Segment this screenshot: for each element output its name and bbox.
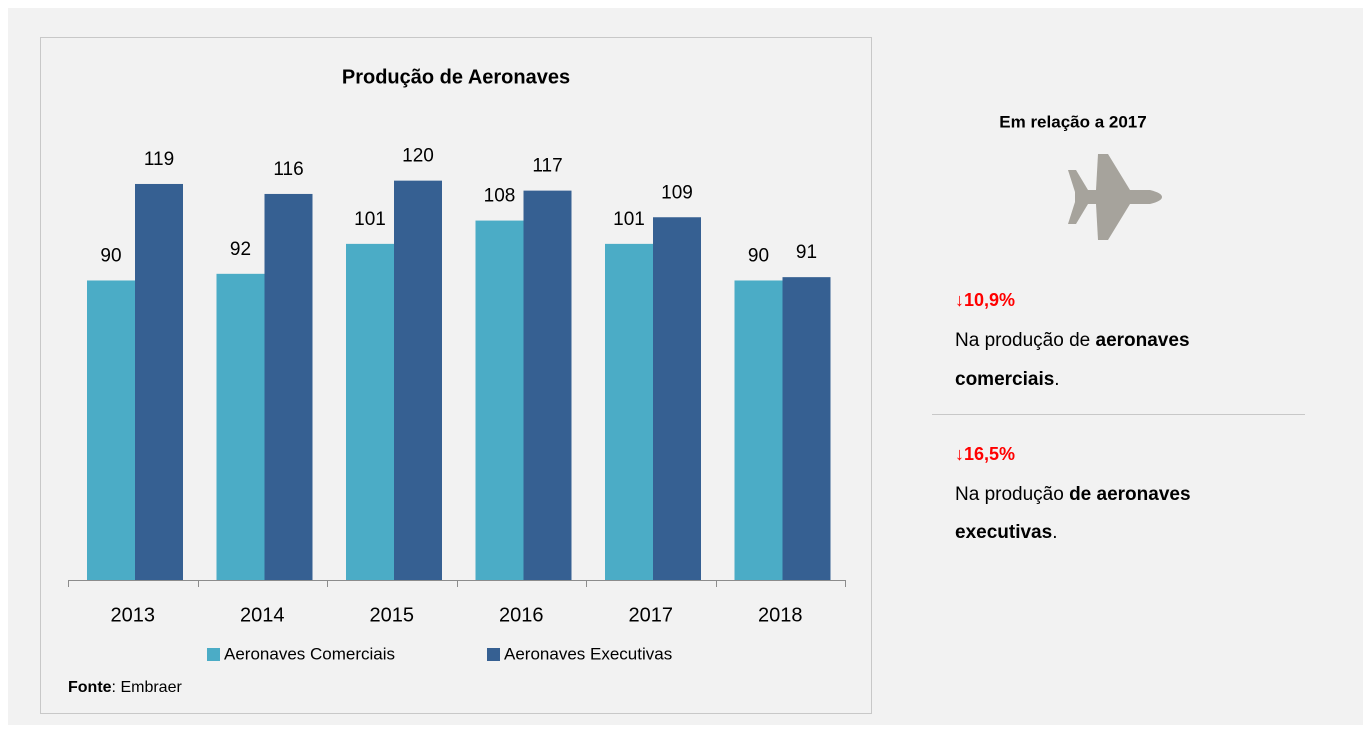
item-text: executivas. [955,522,1057,543]
value-label: 109 [661,182,693,203]
panel-title: Em relação a 2017 [999,112,1146,131]
bar [87,280,135,580]
value-label: 101 [354,209,386,230]
text-part: Na produção [955,484,1069,505]
item-text: Na produção de aeronaves [955,484,1191,505]
bar [135,183,183,580]
bar [605,243,653,580]
x-tick-label: 2017 [629,604,674,626]
text-part: Na produção de [955,330,1096,351]
value-label: 90 [100,245,121,266]
text-part: comerciais [955,369,1054,390]
bar [523,190,572,580]
chart-title: Produção de Aeronaves [342,66,570,88]
bar [475,220,524,581]
legend-label: Aeronaves Executivas [504,644,672,663]
plane-icon [1068,154,1162,240]
legend-label: Aeronaves Comerciais [224,644,395,663]
x-tick-label: 2018 [758,604,803,626]
x-tick-label: 2015 [370,604,415,626]
source-text: : Embraer [112,679,183,696]
item-text: Na produção de aeronaves [955,330,1190,351]
text-part: . [1052,522,1057,543]
text-part: aeronaves [1096,330,1190,351]
value-label: 108 [484,186,516,207]
value-label: 91 [796,242,817,263]
bar [394,180,442,580]
bar [264,193,313,580]
change: ↓10,9% [955,290,1015,310]
change: ↓16,5% [955,444,1015,464]
value-label: 116 [273,159,303,180]
bar [782,277,831,580]
source: Fonte: Embraer [68,679,182,696]
legend-swatch [487,648,500,661]
x-tick-label: 2014 [240,604,285,626]
text-part: de aeronaves [1069,484,1190,505]
item-text: comerciais. [955,369,1060,390]
value-label: 117 [532,156,562,177]
legend-swatch [207,648,220,661]
text-part: executivas [955,522,1052,543]
text-part: . [1054,369,1059,390]
value-label: 90 [748,245,769,266]
bar [216,273,265,580]
value-label: 92 [230,239,251,260]
bar [653,217,701,581]
value-label: 119 [144,149,174,170]
x-tick-label: 2013 [111,604,156,626]
value-label: 101 [613,209,645,230]
x-tick-label: 2016 [499,604,544,626]
bar [734,280,783,580]
bar [346,243,394,580]
value-label: 120 [402,146,434,167]
source-label: Fonte [68,679,112,696]
